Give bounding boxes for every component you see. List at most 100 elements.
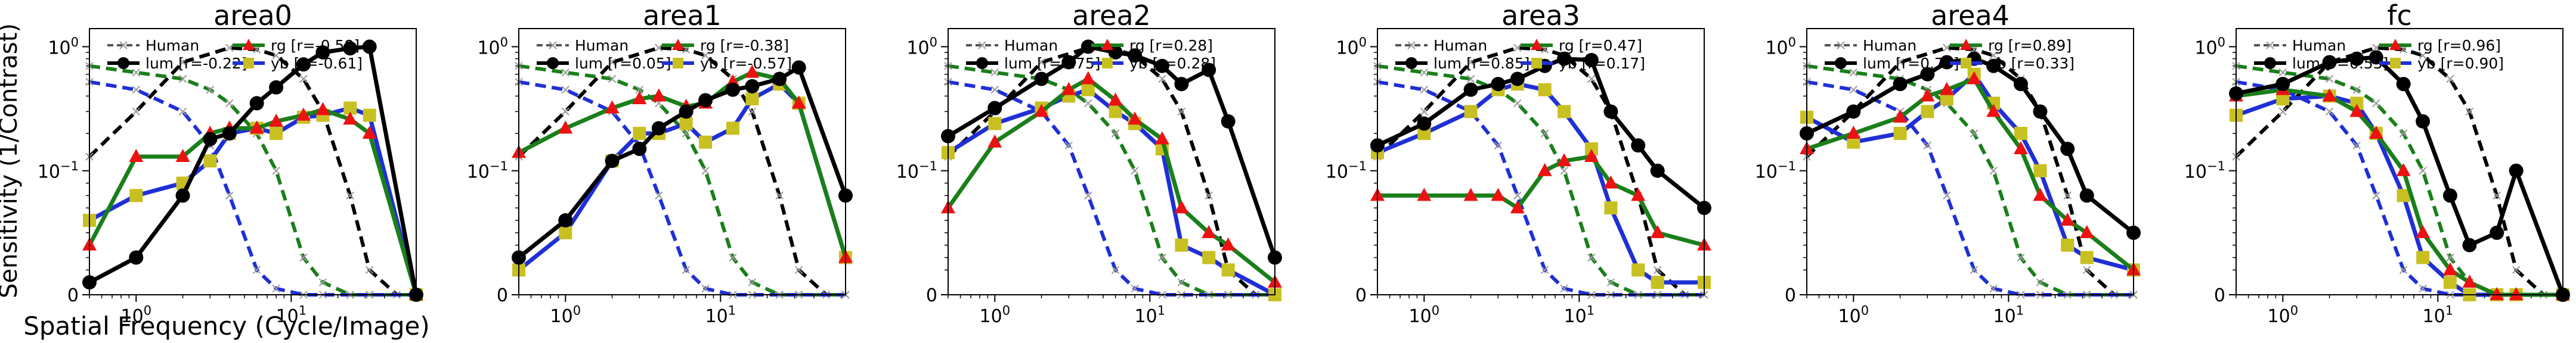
- legend-human-label: Human: [2292, 37, 2346, 54]
- yb-point: [2033, 164, 2047, 177]
- lum-point: [249, 96, 264, 111]
- human-yb-line: [1806, 80, 2134, 297]
- y-tick-label: 100: [48, 35, 79, 59]
- lum-point: [1221, 114, 1236, 129]
- legend-lum-label: lum [r=0.77]: [1863, 55, 1959, 72]
- yb-point: [1417, 127, 1431, 141]
- rg-point: [1846, 126, 1861, 139]
- lum-point: [558, 213, 573, 228]
- lum-point: [632, 142, 647, 157]
- lum-point: [343, 41, 358, 56]
- lum-point: [745, 79, 760, 93]
- human-yb-point: [655, 191, 663, 200]
- human-lum-point: [2372, 43, 2380, 52]
- x-tick-label: 101: [1993, 303, 2024, 327]
- legend-human-label: Human: [575, 37, 628, 54]
- human-yb-line: [89, 80, 416, 297]
- rg-point: [2442, 262, 2457, 276]
- y-tick-label: 0: [1785, 285, 1796, 306]
- legend-lum-marker: [117, 57, 129, 69]
- human-lum-line: [517, 46, 846, 297]
- rg-point: [987, 134, 1002, 148]
- rg-point: [2416, 224, 2431, 238]
- lum-line: [947, 44, 1277, 258]
- lum-point: [2033, 104, 2048, 119]
- yb-point: [2397, 189, 2410, 202]
- human-lum-point: [252, 45, 261, 54]
- legend-human-marker: [1407, 41, 1416, 49]
- human-lum-point: [1420, 107, 1428, 116]
- rg-point: [2368, 126, 2383, 139]
- rg-point: [1034, 104, 1049, 117]
- y-tick-label: 10−1: [467, 159, 508, 183]
- human-yb-point: [272, 284, 280, 293]
- yb-point: [633, 127, 646, 141]
- human-lum-point: [1037, 58, 1046, 67]
- lum-point: [2079, 188, 2094, 203]
- lum-point: [296, 57, 311, 72]
- human-yb-point: [682, 266, 691, 275]
- x-tick-label: 100: [1838, 303, 1869, 327]
- human-lum-point: [2419, 51, 2427, 60]
- lum-point: [651, 121, 666, 136]
- rg-point: [1650, 224, 1665, 238]
- human-lum-point: [2446, 74, 2454, 83]
- legend-lum-marker: [1405, 57, 1417, 69]
- yb-point: [1081, 83, 1095, 96]
- rg-point: [651, 88, 666, 102]
- lum-point: [1491, 77, 1506, 92]
- lum-point: [2396, 77, 2411, 92]
- legend-rg-label: rg [r=0.89]: [1988, 37, 2072, 54]
- human-rg-point: [701, 167, 710, 175]
- human-rg-point: [2017, 253, 2025, 262]
- lum-point: [772, 71, 787, 86]
- rg-point: [1202, 224, 1216, 238]
- human-lum-point: [2399, 45, 2408, 54]
- legend-yb-marker: [1102, 58, 1113, 68]
- human-lum-point: [2063, 191, 2072, 200]
- legend-rg-marker: [2389, 39, 2401, 50]
- legend-lum-label: lum [r=0.75]: [1004, 55, 1101, 72]
- lum-point: [1510, 71, 1525, 86]
- panel-frame: [2236, 28, 2563, 295]
- lum-point: [1061, 55, 1076, 70]
- yb-point: [2061, 238, 2075, 252]
- rg-point: [1557, 153, 1572, 167]
- y-tick-label: 10−1: [896, 159, 937, 183]
- human-lum-point: [775, 191, 784, 200]
- human-lum-point: [299, 74, 308, 83]
- human-yb-point: [701, 284, 710, 293]
- human-lum-point: [682, 45, 691, 54]
- human-rg-point: [682, 129, 691, 138]
- legend-rg-marker: [243, 39, 255, 50]
- rg-point: [1603, 175, 1618, 189]
- human-lum-point: [608, 58, 617, 67]
- rg-point: [1061, 82, 1076, 95]
- legend-lum-label: lum [r=0.53]: [2292, 55, 2389, 72]
- yb-point: [1604, 201, 1618, 215]
- legend-rg-marker: [1960, 39, 1972, 50]
- human-rg-point: [1849, 68, 1857, 77]
- human-rg-point: [748, 278, 757, 286]
- y-tick-label: 100: [906, 35, 937, 59]
- human-rg-point: [1560, 167, 1568, 175]
- x-tick-label: 100: [550, 303, 581, 327]
- rg-point: [2462, 275, 2477, 288]
- legend-rg-label: rg [r=0.96]: [2417, 37, 2501, 54]
- legend-yb-label: yb [r=0.90]: [2417, 55, 2504, 72]
- legend-lum-marker: [547, 57, 559, 69]
- rg-point: [2349, 104, 2364, 117]
- rg-point: [1967, 71, 1981, 85]
- legend-rg-marker: [672, 39, 684, 50]
- yb-point: [1538, 83, 1552, 96]
- rg-point: [1584, 148, 1599, 162]
- legend-yb-marker: [1531, 58, 1542, 68]
- rg-point: [129, 148, 144, 162]
- human-rg-point: [225, 99, 234, 108]
- rg-point: [175, 148, 190, 162]
- lum-point: [2013, 77, 2028, 92]
- human-yb-line: [518, 80, 846, 297]
- x-tick-label: 101: [2423, 303, 2454, 327]
- y-tick-label: 0: [497, 285, 508, 306]
